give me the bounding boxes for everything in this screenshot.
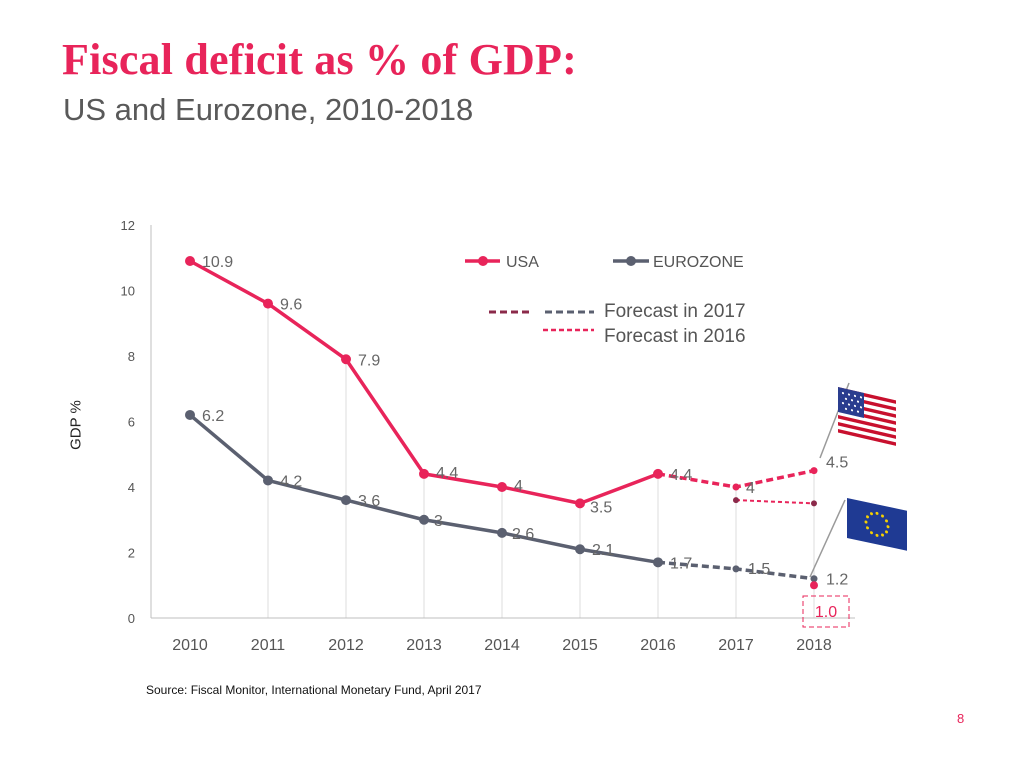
data-label-usa: 4.4 <box>436 465 458 482</box>
data-point-eurozone-forecast-2016 <box>810 581 818 590</box>
data-point-usa-forecast-2016 <box>811 500 817 507</box>
data-point-eurozone <box>497 527 507 538</box>
data-label-eurozone-forecast: 1.2 <box>826 572 848 589</box>
data-label-usa: 4.4 <box>670 467 692 484</box>
data-point-usa <box>341 354 351 365</box>
data-point-usa <box>263 298 273 309</box>
data-point-usa <box>419 468 429 479</box>
x-tick-labels: 2010 2011 2012 2013 2014 2015 2016 2017 2018 <box>172 637 832 654</box>
forecast-2016-box <box>802 595 850 628</box>
data-label-usa: 10.9 <box>202 254 233 271</box>
data-point-eurozone <box>653 557 663 568</box>
y-tick-label: 0 <box>128 611 135 626</box>
source-note: Source: Fiscal Monitor, International Mo… <box>146 683 482 697</box>
data-label-eurozone: 3 <box>434 513 443 530</box>
data-label-eurozone: 2.6 <box>512 526 534 543</box>
y-tick-label: 2 <box>128 546 135 561</box>
data-point-eurozone-forecast <box>732 565 740 573</box>
data-label-usa-forecast: 4.5 <box>826 455 848 472</box>
data-point-usa-forecast <box>810 467 818 475</box>
legend-eurozone-label: EUROZONE <box>653 254 744 271</box>
data-point-eurozone <box>575 544 585 555</box>
vertical-drop-lines <box>267 303 815 618</box>
page-number: 8 <box>957 711 965 726</box>
data-label-usa-forecast: 4 <box>746 480 755 497</box>
legend-forecast-2016-label: Forecast in 2016 <box>604 326 746 347</box>
data-label-eurozone-forecast-2016: 1.0 <box>815 604 837 621</box>
series-line-usa-forecast-2016 <box>735 499 815 505</box>
y-tick-label: 6 <box>128 415 135 430</box>
data-point-usa-forecast-2016 <box>733 497 739 504</box>
data-point-usa <box>185 256 195 267</box>
legend-usa-marker <box>478 256 488 266</box>
data-label-eurozone: 6.2 <box>202 408 224 425</box>
x-tick-label: 2016 <box>640 637 676 654</box>
data-label-eurozone-forecast: 1.5 <box>748 561 770 578</box>
data-points <box>185 256 818 590</box>
data-point-eurozone <box>419 514 429 525</box>
data-label-usa: 9.6 <box>280 297 302 314</box>
data-point-usa <box>653 468 663 479</box>
data-label-eurozone: 1.7 <box>670 555 692 572</box>
x-tick-label: 2013 <box>406 637 442 654</box>
x-tick-label: 2010 <box>172 637 208 654</box>
x-tick-label: 2012 <box>328 637 364 654</box>
x-tick-label: 2014 <box>484 637 520 654</box>
x-tick-label: 2015 <box>562 637 598 654</box>
data-label-eurozone: 4.2 <box>280 473 302 490</box>
usa-flag-icon <box>819 382 896 459</box>
eu-flag-icon <box>809 498 907 578</box>
data-point-usa <box>575 498 585 509</box>
x-tick-label: 2011 <box>251 637 286 654</box>
data-label-eurozone: 3.6 <box>358 493 380 510</box>
data-point-eurozone-forecast <box>810 575 818 583</box>
y-tick-label: 8 <box>128 349 135 364</box>
data-point-eurozone <box>341 495 351 506</box>
data-point-eurozone <box>185 409 195 420</box>
data-label-eurozone: 2.1 <box>592 542 614 559</box>
legend: USA EUROZONE Forecast in 2017 Forecast in 2… <box>465 254 746 347</box>
data-point-usa <box>497 482 507 492</box>
y-tick-labels: 0 2 4 6 8 10 12 <box>121 218 135 626</box>
legend-eurozone-marker <box>626 256 636 266</box>
data-label-usa: 7.9 <box>358 352 380 369</box>
data-label-usa: 3.5 <box>590 499 612 516</box>
data-label-usa: 4 <box>514 478 523 495</box>
y-tick-label: 4 <box>128 480 135 495</box>
data-point-usa-forecast <box>732 483 740 491</box>
series-line-usa <box>189 259 659 506</box>
y-tick-label: 10 <box>121 284 135 299</box>
chart-axes <box>150 225 855 619</box>
x-tick-label: 2017 <box>718 637 754 654</box>
legend-forecast-2017-label: Forecast in 2017 <box>604 301 746 322</box>
legend-usa-label: USA <box>506 254 539 271</box>
data-point-eurozone <box>263 475 273 486</box>
chart-subtitle: US and Eurozone, 2010-2018 <box>63 92 474 127</box>
y-tick-label: 12 <box>121 218 135 233</box>
x-tick-label: 2018 <box>796 637 832 654</box>
chart-title: Fiscal deficit as % of GDP: <box>62 35 577 84</box>
data-labels: 10.9 9.6 7.9 4.4 4 3.5 4.4 6.2 4.2 3.6 3 2.6 2.1 1.7 4… <box>202 254 850 628</box>
